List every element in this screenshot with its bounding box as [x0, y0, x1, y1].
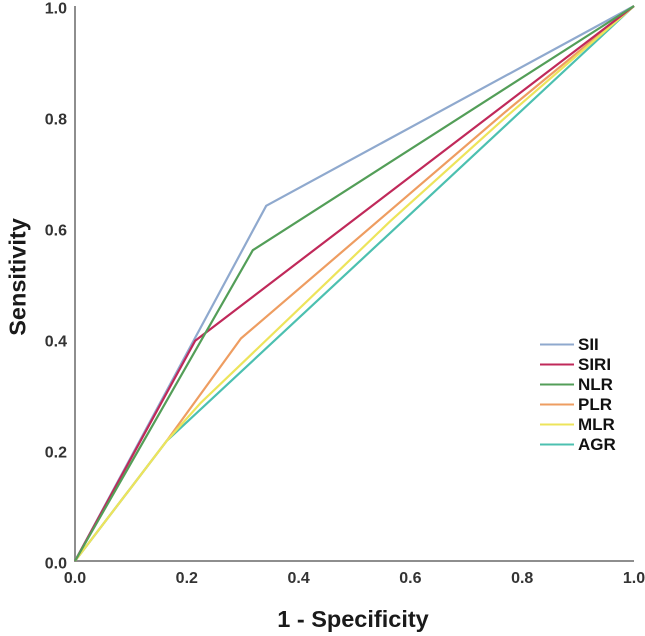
svg-text:0.6: 0.6 — [45, 223, 67, 240]
svg-text:0.4: 0.4 — [45, 334, 67, 351]
svg-text:0.2: 0.2 — [45, 445, 67, 462]
svg-text:1 - Specificity: 1 - Specificity — [277, 606, 429, 632]
svg-text:0.0: 0.0 — [64, 570, 86, 587]
svg-text:0.6: 0.6 — [399, 570, 421, 587]
svg-text:1.0: 1.0 — [623, 570, 645, 587]
svg-text:0.8: 0.8 — [511, 570, 533, 587]
svg-text:1.0: 1.0 — [45, 1, 67, 18]
svg-text:0.4: 0.4 — [287, 570, 309, 587]
svg-text:0.2: 0.2 — [176, 570, 198, 587]
svg-text:MLR: MLR — [578, 415, 615, 434]
svg-text:SII: SII — [578, 335, 599, 354]
svg-text:AGR: AGR — [578, 435, 616, 454]
svg-text:SIRI: SIRI — [578, 355, 611, 374]
svg-text:PLR: PLR — [578, 395, 612, 414]
svg-text:0.0: 0.0 — [45, 556, 67, 573]
svg-text:NLR: NLR — [578, 375, 613, 394]
svg-text:0.8: 0.8 — [45, 112, 67, 129]
svg-text:Sensitivity: Sensitivity — [4, 218, 30, 336]
